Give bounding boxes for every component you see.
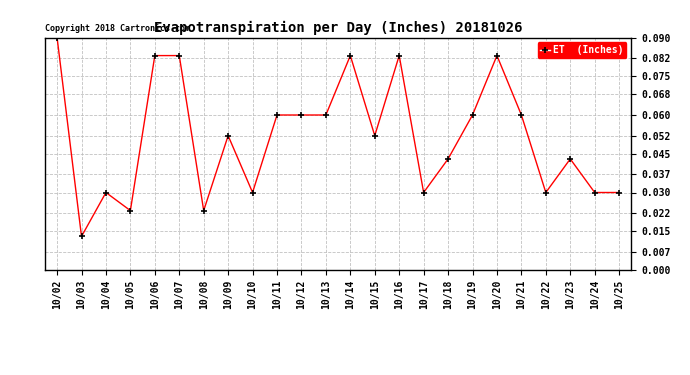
Line: ET  (Inches): ET (Inches) xyxy=(54,34,622,240)
ET  (Inches) xyxy=(297,113,306,117)
ET  (Inches) xyxy=(102,190,110,195)
ET  (Inches) xyxy=(444,157,452,161)
ET  (Inches) xyxy=(615,190,623,195)
ET  (Inches) xyxy=(469,113,477,117)
ET  (Inches) xyxy=(566,157,574,161)
ET  (Inches) xyxy=(248,190,257,195)
ET  (Inches) xyxy=(126,209,135,213)
ET  (Inches) xyxy=(53,35,61,40)
ET  (Inches) xyxy=(493,53,501,58)
ET  (Inches) xyxy=(591,190,599,195)
Legend: ET  (Inches): ET (Inches) xyxy=(538,42,627,58)
ET  (Inches) xyxy=(518,113,526,117)
ET  (Inches) xyxy=(77,234,86,238)
ET  (Inches) xyxy=(150,53,159,58)
ET  (Inches) xyxy=(542,190,550,195)
ET  (Inches) xyxy=(420,190,428,195)
ET  (Inches) xyxy=(224,134,233,138)
ET  (Inches) xyxy=(395,53,404,58)
Title: Evapotranspiration per Day (Inches) 20181026: Evapotranspiration per Day (Inches) 2018… xyxy=(154,21,522,35)
ET  (Inches) xyxy=(199,209,208,213)
ET  (Inches) xyxy=(346,53,355,58)
ET  (Inches) xyxy=(175,53,184,58)
ET  (Inches) xyxy=(322,113,330,117)
ET  (Inches) xyxy=(371,134,379,138)
Text: Copyright 2018 Cartronics.com: Copyright 2018 Cartronics.com xyxy=(45,24,190,33)
ET  (Inches) xyxy=(273,113,281,117)
